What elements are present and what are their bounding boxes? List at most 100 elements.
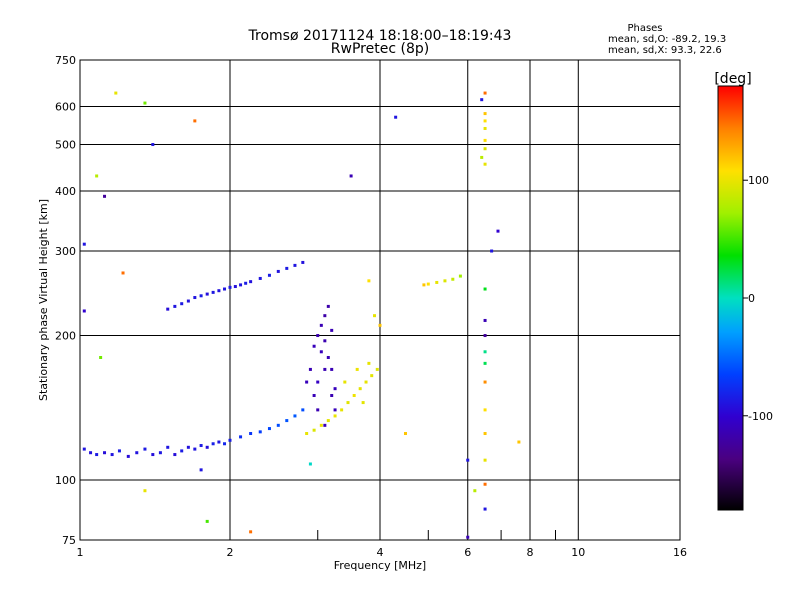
phases-o-stats: mean, sd,O: -89.2, 19.3 — [608, 34, 726, 45]
data-point — [110, 453, 114, 457]
y-tick-label: 500 — [55, 139, 76, 152]
x-axis-ticks: 1 2 4 6 8 10 16 — [77, 530, 687, 559]
data-point — [228, 438, 232, 442]
data-point — [293, 414, 297, 418]
data-point — [305, 380, 309, 384]
data-point — [312, 344, 316, 348]
x-tick-label: 6 — [464, 546, 471, 559]
data-point — [403, 432, 407, 436]
data-point — [483, 126, 487, 130]
data-point — [267, 427, 271, 431]
data-point — [305, 432, 309, 436]
data-point — [82, 242, 86, 246]
x-tick-label: 8 — [527, 546, 534, 559]
data-point — [312, 394, 316, 398]
data-point — [496, 229, 500, 233]
data-point — [249, 530, 253, 534]
y-tick-label: 300 — [55, 245, 76, 258]
data-point — [367, 279, 371, 283]
data-point — [143, 447, 147, 451]
data-point — [211, 290, 215, 294]
data-point — [166, 445, 170, 449]
data-point — [378, 323, 382, 327]
data-point — [375, 367, 379, 371]
colorbar-ticks: 100 0 -100 — [743, 174, 773, 423]
data-point — [121, 271, 125, 275]
data-point — [301, 260, 305, 264]
data-point — [276, 423, 280, 427]
data-point — [333, 414, 337, 418]
data-point — [483, 119, 487, 123]
data-point — [228, 285, 232, 289]
data-point — [483, 162, 487, 166]
data-point — [223, 442, 227, 446]
data-point — [483, 91, 487, 95]
data-point — [435, 280, 439, 284]
data-point — [199, 294, 203, 298]
data-point — [316, 334, 320, 338]
chart-title: Tromsø 20171124 18:18:00–18:19:43 — [248, 28, 512, 44]
data-point — [173, 304, 177, 308]
data-point — [364, 380, 368, 384]
data-point — [333, 387, 337, 391]
x-tick-label: 1 — [77, 546, 84, 559]
colorbar-tick-label: 0 — [748, 292, 755, 305]
data-point — [483, 458, 487, 462]
data-point — [180, 302, 184, 306]
data-point — [143, 101, 147, 105]
data-point — [349, 174, 353, 178]
data-point — [158, 451, 162, 455]
data-point — [126, 454, 130, 458]
colorbar-tick-label: -100 — [748, 410, 773, 423]
data-point — [186, 445, 190, 449]
data-point — [330, 328, 334, 332]
data-point — [99, 355, 103, 359]
data-point — [480, 155, 484, 159]
data-point — [199, 444, 203, 448]
data-point — [323, 423, 327, 427]
data-point — [239, 283, 243, 287]
y-tick-label: 600 — [55, 101, 76, 114]
data-point — [483, 432, 487, 436]
data-point — [82, 309, 86, 313]
data-point — [458, 274, 462, 278]
data-point — [258, 276, 262, 280]
data-point — [285, 266, 289, 270]
y-tick-label: 100 — [55, 474, 76, 487]
data-point — [143, 489, 147, 493]
data-point — [355, 367, 359, 371]
data-point — [316, 380, 320, 384]
data-point — [173, 453, 177, 457]
data-point — [367, 361, 371, 365]
x-axis-label: Frequency [MHz] — [334, 559, 426, 572]
grid-lines — [80, 60, 680, 540]
data-point — [135, 451, 139, 455]
data-point — [422, 283, 426, 287]
data-point — [186, 299, 190, 303]
y-axis-ticks: 75 100 200 300 400 500 600 750 — [55, 54, 76, 547]
data-point — [95, 174, 99, 178]
data-point — [166, 307, 170, 311]
colorbar-tick-label: 100 — [748, 174, 769, 187]
data-point — [370, 374, 374, 378]
y-tick-label: 200 — [55, 330, 76, 343]
x-tick-label: 10 — [571, 546, 585, 559]
data-point — [180, 449, 184, 453]
data-point — [323, 314, 327, 318]
data-point — [352, 394, 356, 398]
data-point — [483, 507, 487, 511]
data-point — [205, 519, 209, 523]
data-point — [151, 143, 155, 147]
data-point — [249, 280, 253, 284]
data-point — [326, 304, 330, 308]
data-point — [394, 115, 398, 119]
data-point — [267, 273, 271, 277]
data-point — [199, 468, 203, 472]
data-point — [223, 287, 227, 291]
x-tick-label: 4 — [377, 546, 384, 559]
data-point — [211, 442, 215, 446]
data-point — [340, 408, 344, 412]
data-point — [193, 119, 197, 123]
x-tick-label: 2 — [227, 546, 234, 559]
